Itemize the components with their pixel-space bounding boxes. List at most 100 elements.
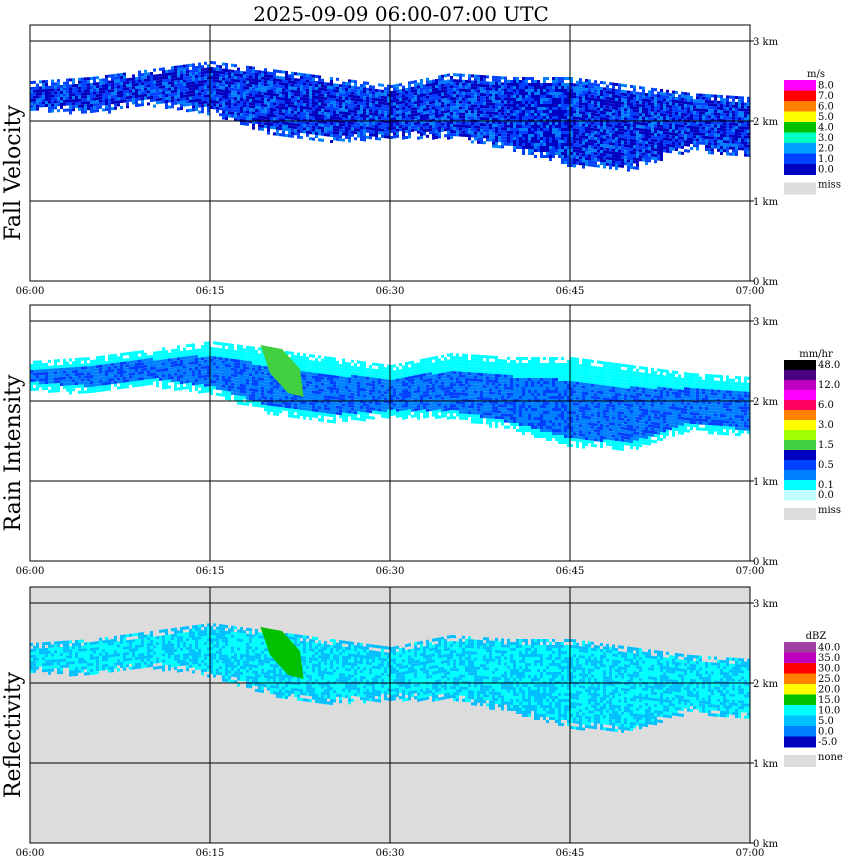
legend-label: 35.0 xyxy=(818,653,840,664)
y-tick-label: 3 km xyxy=(753,37,779,48)
panel-3-intense-core xyxy=(260,627,304,679)
legend-label: 6.0 xyxy=(818,101,834,112)
y-axis-label: Fall Velocity xyxy=(1,105,26,241)
panel-frame xyxy=(29,586,751,844)
legend-label: 1.5 xyxy=(818,440,834,451)
legend-swatch xyxy=(784,663,816,674)
legend-label: 7.0 xyxy=(818,91,834,102)
x-tick-label: 06:30 xyxy=(376,848,405,859)
legend-swatch xyxy=(784,111,816,123)
y-tick-label: 3 km xyxy=(753,599,779,610)
legend-swatch xyxy=(784,164,816,175)
x-tick-label: 06:45 xyxy=(556,566,585,577)
x-tick-label: 06:00 xyxy=(16,286,45,297)
legend-label: 4.0 xyxy=(818,122,834,133)
legend-swatch xyxy=(784,430,816,441)
legend-label: 3.0 xyxy=(818,133,834,144)
legend-swatch xyxy=(784,642,816,653)
panel-2-intense-core xyxy=(260,345,304,397)
x-tick-label: 06:45 xyxy=(556,286,585,297)
legend-label: 48.0 xyxy=(818,360,840,371)
legend-swatch xyxy=(784,715,816,727)
legend-label: 2.0 xyxy=(818,143,834,154)
x-tick-label: 07:00 xyxy=(736,848,765,859)
legend-swatch xyxy=(784,460,816,471)
legend-label: 40.0 xyxy=(818,642,840,653)
legend-label: 3.0 xyxy=(818,420,834,431)
legend-swatch xyxy=(784,480,816,491)
panel-1-echo-band xyxy=(30,61,750,172)
legend-swatch xyxy=(784,420,816,431)
x-tick-label: 06:30 xyxy=(376,286,405,297)
legend-units: dBZ xyxy=(806,631,827,642)
x-tick-label: 07:00 xyxy=(736,286,765,297)
legend-label: 8.0 xyxy=(818,80,834,91)
legend-swatch xyxy=(784,380,816,391)
x-tick-label: 06:15 xyxy=(196,566,225,577)
legend-units: m/s xyxy=(807,69,825,80)
legend-swatch xyxy=(784,390,816,401)
legend-miss-swatch xyxy=(784,508,816,520)
legend-label: 15.0 xyxy=(818,695,840,706)
y-tick-label: 2 km xyxy=(753,397,779,408)
legend-label: 25.0 xyxy=(818,674,840,685)
legend-swatch xyxy=(784,370,816,381)
legend-miss-label: miss xyxy=(818,505,841,516)
y-tick-label: 0 km xyxy=(753,277,779,288)
y-axis-label: Reflectivity xyxy=(1,671,26,798)
legend-swatch xyxy=(784,684,816,695)
legend-swatch xyxy=(784,440,816,451)
panel-2-echo-band xyxy=(30,341,750,451)
legend-label: 0.0 xyxy=(818,490,834,501)
y-tick-label: 1 km xyxy=(753,759,779,770)
legend-label: 6.0 xyxy=(818,400,834,411)
y-tick-label: 2 km xyxy=(753,117,779,128)
legend-units: mm/hr xyxy=(799,349,833,360)
legend-label: 5.0 xyxy=(818,112,834,123)
x-tick-label: 06:00 xyxy=(16,566,45,577)
legend-miss-swatch xyxy=(784,755,816,767)
legend-label: 0.0 xyxy=(818,726,834,737)
legend-swatch xyxy=(784,360,816,371)
y-axis-label: Rain Intensity xyxy=(1,374,26,531)
panel-frame xyxy=(29,24,751,282)
legend-swatch xyxy=(784,470,816,481)
legend-swatch xyxy=(784,101,816,112)
legend-swatch xyxy=(784,122,816,133)
x-tick-label: 06:15 xyxy=(196,286,225,297)
legend-swatch xyxy=(784,726,816,737)
legend-swatch xyxy=(784,705,816,716)
legend-miss-swatch xyxy=(784,182,816,195)
legend-swatch xyxy=(784,652,816,664)
legend-label: 10.0 xyxy=(818,705,840,716)
legend-label: 5.0 xyxy=(818,716,834,727)
y-tick-label: 2 km xyxy=(753,679,779,690)
legend-miss-label: miss xyxy=(818,180,841,191)
x-tick-label: 06:00 xyxy=(16,848,45,859)
legend-swatch xyxy=(784,90,816,102)
legend-swatch xyxy=(784,450,816,461)
y-tick-label: 3 km xyxy=(753,317,779,328)
legend-swatch xyxy=(784,132,816,144)
legend-swatch xyxy=(784,410,816,421)
legend-swatch xyxy=(784,400,816,411)
x-tick-label: 06:30 xyxy=(376,566,405,577)
legend-label: 0.1 xyxy=(818,480,834,491)
panel-frame xyxy=(29,304,751,562)
legend-label: -5.0 xyxy=(818,737,837,748)
chart-title: 2025-09-09 06:00-07:00 UTC xyxy=(253,2,549,26)
y-tick-label: 1 km xyxy=(753,477,779,488)
x-tick-label: 06:15 xyxy=(196,848,225,859)
legend-swatch xyxy=(784,153,816,165)
legend-swatch xyxy=(784,736,816,748)
legend-swatch xyxy=(784,490,816,501)
y-tick-label: 0 km xyxy=(753,557,779,568)
legend-swatch xyxy=(784,143,816,154)
x-tick-label: 06:45 xyxy=(556,848,585,859)
x-tick-label: 07:00 xyxy=(736,566,765,577)
legend-label: 12.0 xyxy=(818,380,840,391)
y-tick-label: 0 km xyxy=(753,839,779,850)
legend-label: 0.5 xyxy=(818,460,834,471)
legend-label: 30.0 xyxy=(818,663,840,674)
